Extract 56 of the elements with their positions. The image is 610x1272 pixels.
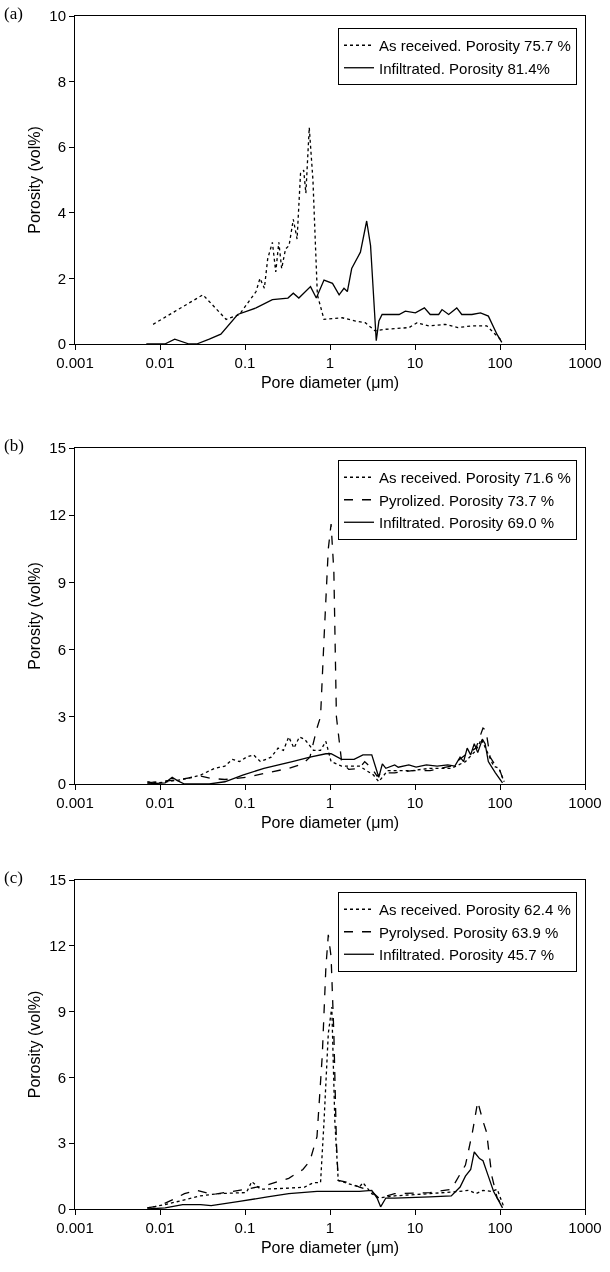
x-tick-label: 100	[487, 794, 513, 811]
x-tick-label: 0.001	[56, 1219, 94, 1236]
x-axis-title: Pore diameter (μm)	[260, 1238, 400, 1256]
y-tick-label: 3	[57, 708, 66, 726]
y-tick-label: 8	[57, 72, 66, 90]
y-tick-label: 6	[57, 640, 66, 658]
x-tick-label: 0.001	[56, 354, 94, 371]
legend-label: Infiltrated. Porosity 69.0 %	[379, 514, 555, 532]
x-tick-label: 0.1	[234, 354, 256, 371]
chart-title: (a)	[4, 4, 23, 23]
x-tick-label: 100	[487, 354, 513, 371]
y-axis-title: Porosity (vol%)	[26, 990, 44, 1099]
x-axis-title: Pore diameter (μm)	[260, 373, 400, 391]
legend-label: Pyrolysed. Porosity 63.9 %	[379, 923, 559, 941]
y-tick-label: 15	[49, 439, 66, 457]
chart-title: (c)	[4, 868, 23, 887]
x-tick-label: 1	[325, 1219, 335, 1236]
y-tick-label: 10	[49, 7, 66, 25]
x-tick-label: 10	[406, 794, 424, 811]
x-tick-label: 0.01	[145, 1219, 175, 1236]
y-tick-label: 0	[57, 775, 66, 793]
y-axis-title: Porosity (vol%)	[26, 562, 44, 670]
y-tick-label: 9	[57, 1002, 66, 1020]
x-tick-label: 0.01	[145, 354, 175, 371]
x-tick-label: 1	[325, 794, 335, 811]
y-tick-label: 3	[57, 1134, 66, 1152]
legend-label: Infiltrated. Porosity 81.4%	[379, 59, 550, 77]
y-tick-label: 0	[57, 1200, 66, 1218]
x-tick-label: 1000	[568, 354, 602, 371]
y-tick-label: 6	[57, 138, 66, 156]
x-tick-label: 10	[406, 1219, 424, 1236]
x-tick-label: 1000	[568, 1219, 602, 1236]
x-tick-label: 10	[406, 354, 424, 371]
y-tick-label: 4	[57, 204, 66, 222]
y-tick-label: 2	[57, 269, 66, 287]
legend-label: As received. Porosity 71.6 %	[379, 469, 571, 487]
y-tick-label: 15	[49, 871, 66, 889]
x-tick-label: 0.1	[234, 794, 256, 811]
x-tick-label: 0.01	[145, 794, 175, 811]
y-tick-label: 9	[57, 573, 66, 591]
x-tick-label: 1	[325, 354, 335, 371]
chart-title: (b)	[4, 436, 24, 455]
x-axis-title: Pore diameter (μm)	[260, 813, 400, 831]
legend-label: As received. Porosity 62.4 %	[379, 901, 571, 919]
y-axis-title: Porosity (vol%)	[26, 126, 44, 234]
legend-label: Pyrolized. Porosity 73.7 %	[379, 491, 555, 509]
legend-label: As received. Porosity 75.7 %	[379, 37, 571, 55]
x-tick-label: 0.1	[234, 1219, 256, 1236]
x-tick-label: 100	[487, 1219, 513, 1236]
legend-label: Infiltrated. Porosity 45.7 %	[379, 946, 555, 964]
y-tick-label: 6	[57, 1068, 66, 1086]
y-tick-label: 0	[57, 335, 66, 353]
y-tick-label: 12	[49, 937, 66, 955]
x-tick-label: 1000	[568, 794, 602, 811]
y-tick-label: 12	[49, 506, 66, 524]
x-tick-label: 0.001	[56, 794, 94, 811]
